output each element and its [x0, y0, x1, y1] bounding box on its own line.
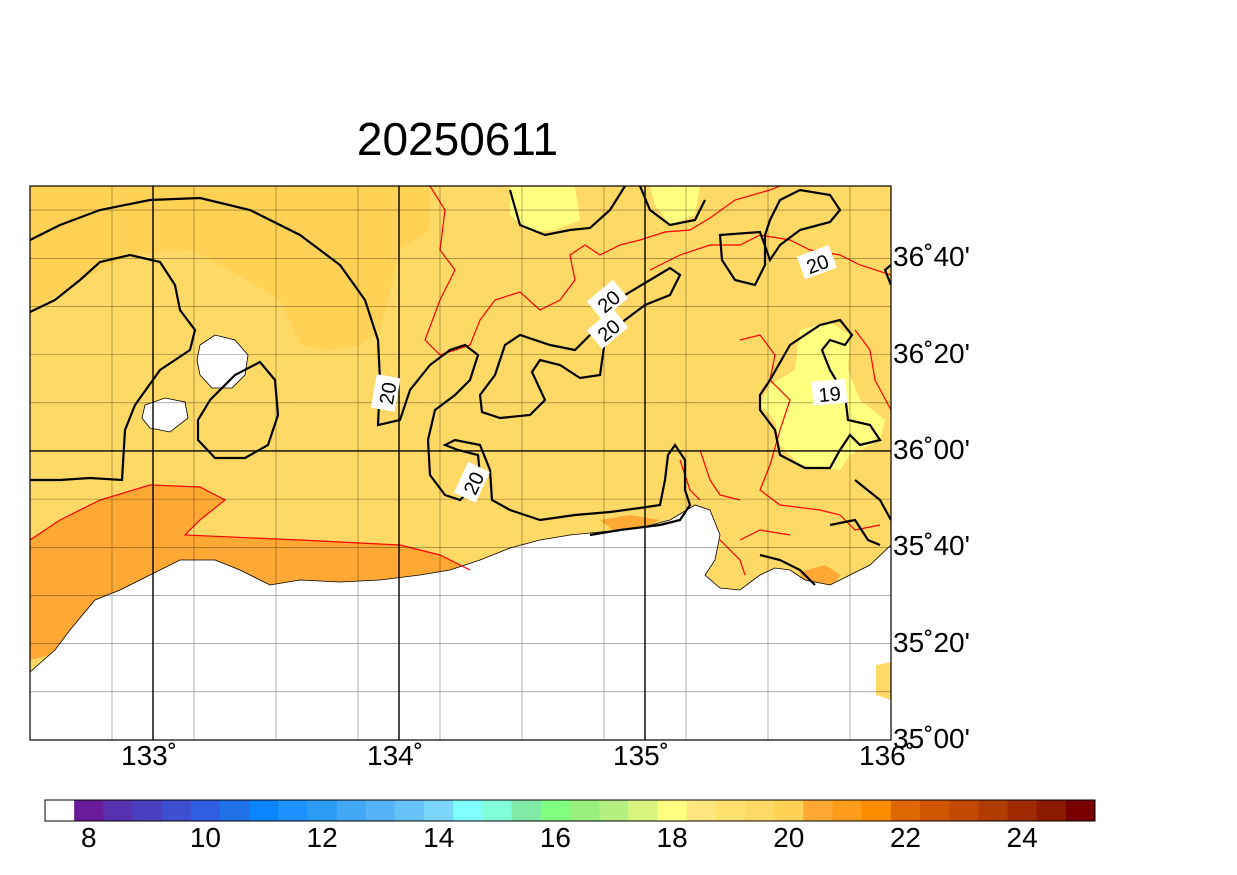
colorbar-swatch — [511, 800, 542, 821]
contour-label: 19 — [811, 378, 848, 407]
longitude-tick-label: 133˚ — [121, 740, 178, 771]
colorbar-tick-label: 18 — [656, 822, 688, 853]
colorbar-swatch — [45, 800, 75, 821]
colorbar-swatch — [949, 800, 979, 821]
sea-zone-19-north2 — [650, 186, 700, 225]
colorbar-tick-label: 10 — [189, 822, 221, 853]
longitude-tick-label: 136˚ — [859, 740, 916, 771]
contour-label-box — [453, 461, 490, 503]
contour-label-box — [811, 378, 848, 406]
map-title: 20250611 — [356, 113, 559, 165]
colorbar-swatch — [1065, 800, 1096, 821]
contour-label-box — [586, 308, 629, 349]
colorbar — [44, 799, 1096, 822]
colorbar-swatch — [920, 800, 950, 821]
colorbar-tick-label: 14 — [423, 822, 455, 853]
colorbar-swatch — [599, 800, 629, 821]
colorbar-tick-label: 24 — [1006, 822, 1038, 853]
colorbar-swatch — [774, 800, 804, 821]
sea-zone-21 — [30, 485, 470, 660]
colorbar-tick-label: 16 — [539, 822, 571, 853]
colorbar-swatch — [745, 800, 775, 821]
colorbar-swatch — [832, 800, 863, 821]
contour-label-text: 20 — [376, 381, 402, 407]
colorbar-swatch — [803, 800, 833, 821]
contour-label-box — [370, 374, 401, 412]
colorbar-swatch — [686, 800, 717, 821]
sea-zone-20 — [30, 186, 430, 350]
colorbar-swatch — [1036, 800, 1067, 821]
colorbar-swatch — [424, 800, 454, 821]
colorbar-swatch — [540, 800, 571, 821]
red-contours — [30, 186, 891, 576]
major-grid — [30, 186, 891, 740]
latitude-tick-label: 36˚00' — [893, 433, 970, 465]
latitude-tick-label: 36˚20' — [893, 337, 970, 369]
longitude-tick-label: 135˚ — [613, 740, 670, 771]
colorbar-swatch — [453, 800, 483, 821]
sea-zone-19-north — [510, 186, 580, 232]
colorbar-swatch — [307, 800, 338, 821]
colorbar-swatch — [482, 800, 513, 821]
latitude-tick-label: 35˚40' — [893, 530, 970, 562]
colorbar-swatch — [365, 800, 396, 821]
contour-label-text: 19 — [818, 383, 842, 407]
colorbar-tick-label: 8 — [80, 822, 97, 853]
latitude-tick-label: 36˚40' — [893, 241, 970, 273]
colorbar-swatch — [395, 800, 425, 821]
colorbar-swatch — [132, 800, 163, 821]
colorbar-frame — [44, 799, 1096, 822]
map-frame — [29, 185, 892, 741]
colorbar-swatch — [715, 800, 746, 821]
colorbar-swatch — [161, 800, 192, 821]
latitude-tick-label: 35˚00' — [893, 723, 970, 754]
land-southeast — [876, 662, 891, 700]
colorbar-swatch — [890, 800, 921, 821]
contour-label-box — [586, 279, 629, 321]
longitude-tick-label: 134˚ — [367, 740, 424, 771]
colorbar-swatch — [628, 800, 658, 821]
colorbar-swatch — [657, 800, 688, 821]
colorbar-tick-label: 22 — [889, 822, 921, 853]
colorbar-swatch — [1007, 800, 1038, 821]
contour-label: 20 — [370, 374, 402, 412]
colorbar-swatch — [861, 800, 892, 821]
colorbar-swatch — [278, 800, 308, 821]
colorbar-swatch — [570, 800, 600, 821]
colorbar-swatch — [103, 800, 133, 821]
latitude-tick-label: 35˚20' — [893, 626, 970, 658]
colorbar-swatch — [190, 800, 221, 821]
contour-label: 20 — [796, 245, 837, 280]
colorbar-swatch — [249, 800, 279, 821]
colorbar-tick-label: 12 — [306, 822, 338, 853]
colorbar-swatch — [336, 800, 367, 821]
colorbar-tick-label: 20 — [773, 822, 805, 853]
colorbar-swatch — [978, 800, 1008, 821]
contour-label-box — [796, 245, 837, 280]
map-plot-area — [30, 186, 891, 740]
colorbar-swatch — [220, 800, 250, 821]
colorbar-swatch — [74, 800, 104, 821]
